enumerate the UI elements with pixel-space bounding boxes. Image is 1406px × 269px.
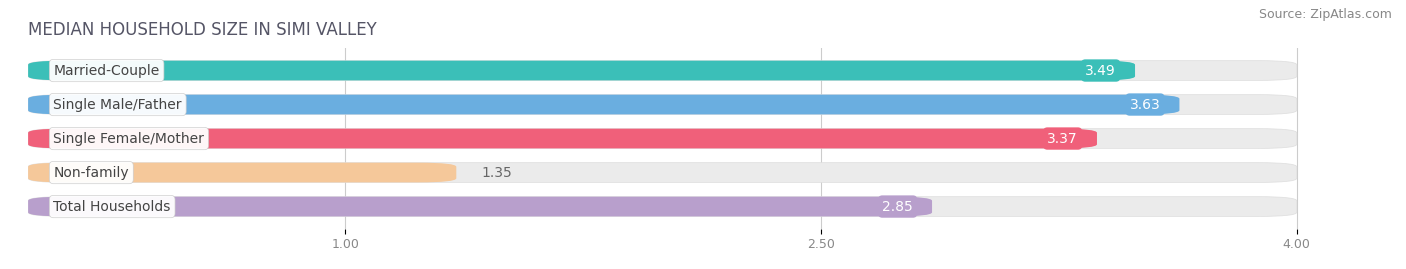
Text: 1.35: 1.35 xyxy=(482,165,512,179)
FancyBboxPatch shape xyxy=(28,197,932,216)
Text: Single Female/Mother: Single Female/Mother xyxy=(53,132,204,146)
Text: Total Households: Total Households xyxy=(53,200,172,214)
FancyBboxPatch shape xyxy=(28,61,1296,80)
FancyBboxPatch shape xyxy=(28,163,1296,182)
Text: Single Male/Father: Single Male/Father xyxy=(53,98,181,112)
Text: 3.63: 3.63 xyxy=(1129,98,1160,112)
Text: MEDIAN HOUSEHOLD SIZE IN SIMI VALLEY: MEDIAN HOUSEHOLD SIZE IN SIMI VALLEY xyxy=(28,20,377,38)
FancyBboxPatch shape xyxy=(28,129,1296,148)
FancyBboxPatch shape xyxy=(28,95,1296,114)
Text: Source: ZipAtlas.com: Source: ZipAtlas.com xyxy=(1258,8,1392,21)
Text: 3.37: 3.37 xyxy=(1047,132,1078,146)
Text: 3.49: 3.49 xyxy=(1085,63,1116,77)
FancyBboxPatch shape xyxy=(28,61,1135,80)
FancyBboxPatch shape xyxy=(28,129,1097,148)
Text: Non-family: Non-family xyxy=(53,165,129,179)
Text: 2.85: 2.85 xyxy=(883,200,912,214)
FancyBboxPatch shape xyxy=(28,197,1296,216)
FancyBboxPatch shape xyxy=(28,95,1180,114)
FancyBboxPatch shape xyxy=(28,163,457,182)
Text: Married-Couple: Married-Couple xyxy=(53,63,160,77)
